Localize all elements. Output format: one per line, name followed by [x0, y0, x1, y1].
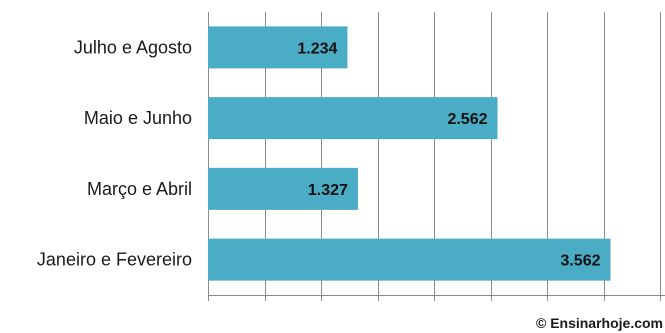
category-label: Janeiro e Fevereiro	[37, 250, 192, 270]
data-label: 2.562	[447, 111, 487, 128]
bar	[208, 238, 611, 281]
category-label: Março e Abril	[87, 179, 192, 199]
bar	[208, 167, 358, 210]
data-label: 1.234	[297, 40, 337, 57]
data-label: 3.562	[560, 253, 600, 270]
bars	[208, 26, 611, 281]
category-label: Maio e Junho	[84, 108, 192, 128]
watermark-text: © Ensinarhoje.com	[535, 315, 663, 331]
category-label: Julho e Agosto	[74, 37, 192, 57]
bar	[208, 97, 498, 140]
category-labels: Julho e Agosto Maio e Junho Março e Abril J…	[37, 37, 192, 269]
data-label: 1.327	[308, 182, 348, 199]
bar	[208, 26, 348, 69]
value-labels: 1.234 2.562 1.327 3.562	[297, 40, 600, 269]
